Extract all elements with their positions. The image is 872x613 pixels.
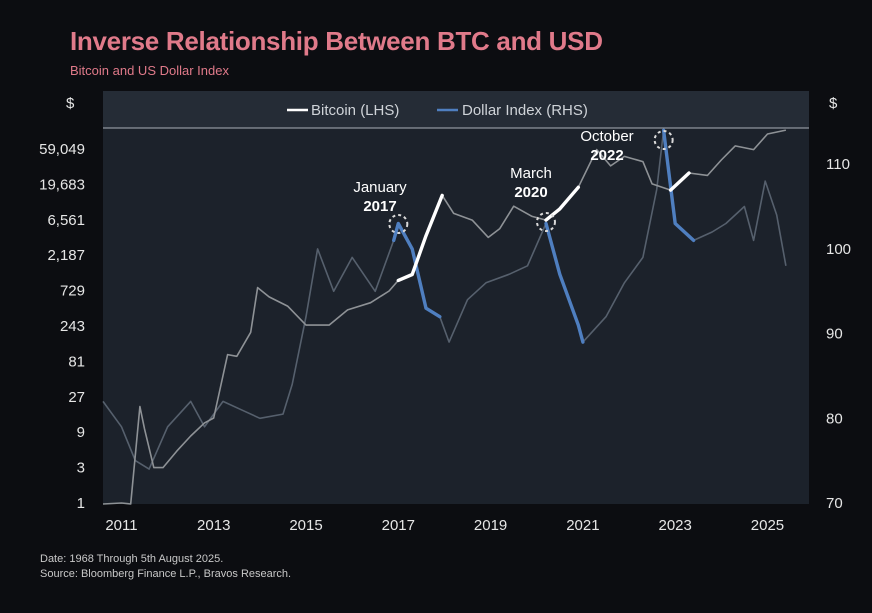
annotation-label: March xyxy=(510,165,552,182)
x-tick: 2019 xyxy=(474,517,507,534)
x-tick: 2017 xyxy=(382,517,415,534)
y-left-unit: $ xyxy=(66,95,75,112)
y-left-tick: 243 xyxy=(60,318,85,335)
x-tick: 2011 xyxy=(105,517,137,534)
y-left-tick: 9 xyxy=(77,424,85,441)
legend-label-bitcoin: Bitcoin (LHS) xyxy=(311,102,399,119)
chart-subtitle: Bitcoin and US Dollar Index xyxy=(70,63,229,78)
bitcoin-highlight xyxy=(396,193,444,283)
dollar-index-highlight xyxy=(392,221,442,319)
dollar-index-highlight xyxy=(661,128,696,243)
y-left-tick: 3 xyxy=(77,460,85,477)
y-left-tick: 6,561 xyxy=(47,212,85,229)
y-left-tick: 1 xyxy=(77,495,85,512)
chart-title: Inverse Relationship Between BTC and USD xyxy=(70,26,603,56)
footnote-date: Date: 1968 Through 5th August 2025. xyxy=(40,553,224,565)
y-right-tick: 110 xyxy=(826,156,850,173)
y-right-unit: $ xyxy=(829,95,838,112)
annotation-year: 2017 xyxy=(363,198,396,215)
y-left-tick: 19,683 xyxy=(39,176,85,193)
dollar-index-highlight xyxy=(544,221,585,344)
y-left-tick: 59,049 xyxy=(39,141,85,158)
bitcoin-highlight xyxy=(668,171,691,192)
annotation-marker xyxy=(388,214,409,234)
annotation-label: January xyxy=(353,179,407,196)
annotation-year: 2020 xyxy=(514,184,547,201)
y-right-tick: 90 xyxy=(826,326,843,343)
footnote-source: Source: Bloomberg Finance L.P., Bravos R… xyxy=(40,568,292,580)
y-left-tick: 729 xyxy=(60,283,85,300)
y-left-tick: 27 xyxy=(68,389,85,406)
y-left-tick: 81 xyxy=(68,353,85,370)
x-tick: 2023 xyxy=(658,517,691,534)
legend-label-dollar: Dollar Index (RHS) xyxy=(462,102,588,119)
y-right-tick: 70 xyxy=(826,495,843,512)
bitcoin-highlight xyxy=(544,185,580,222)
annotation-marker xyxy=(653,130,674,150)
y-right-tick: 80 xyxy=(826,410,843,427)
y-right-tick: 100 xyxy=(826,241,851,258)
x-tick: 2021 xyxy=(566,517,599,534)
annotation-year: 2022 xyxy=(590,147,623,164)
x-tick: 2013 xyxy=(197,517,230,534)
plot-area xyxy=(103,91,809,504)
y-left-tick: 2,187 xyxy=(47,247,85,264)
annotation-label: October xyxy=(580,128,633,145)
annotation-marker xyxy=(535,212,556,232)
x-tick: 2025 xyxy=(751,517,784,534)
x-tick: 2015 xyxy=(289,517,322,534)
